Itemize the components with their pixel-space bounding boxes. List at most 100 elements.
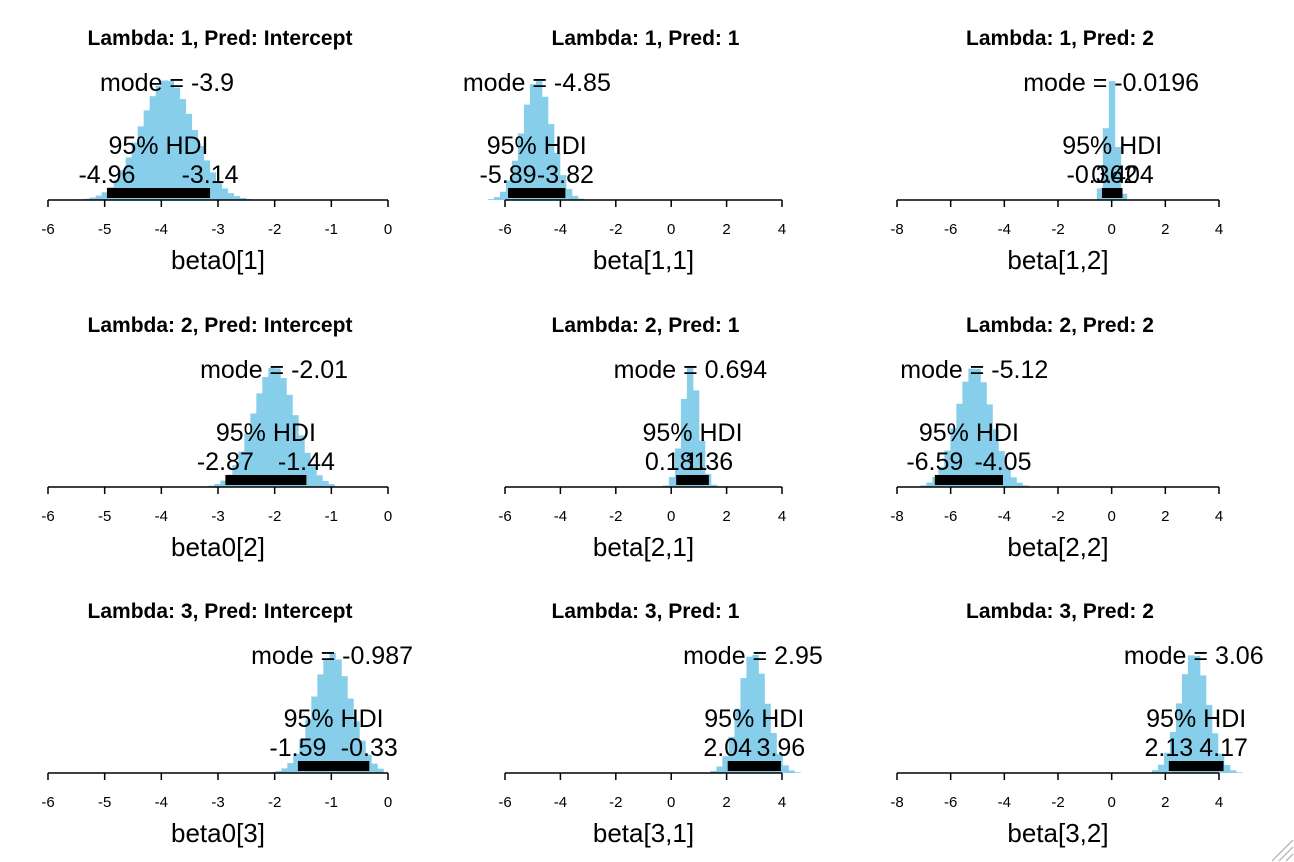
histogram-bar <box>292 415 299 487</box>
histogram <box>1096 81 1128 200</box>
x-tick-label: 4 <box>1215 508 1223 525</box>
x-tick-label: -4 <box>998 508 1011 525</box>
panel-2: Lambda: 1, Pred: 1 -6 -4 -2 0 2 4 beta[1,1] mode… <box>463 27 786 275</box>
histogram-bar <box>155 85 163 200</box>
histogram-bar <box>668 477 676 487</box>
histogram-bar <box>1096 188 1104 200</box>
histogram-bar <box>710 770 717 773</box>
panel-7: Lambda: 3, Pred: Intercept -6 -5 -4 -3 -2 -1 0 b… <box>41 600 413 848</box>
hdi-title: 95% HDI <box>284 705 384 733</box>
histogram-bar <box>353 721 360 773</box>
hdi-low-label: -0.362 <box>1067 161 1138 189</box>
histogram-bar <box>329 653 336 773</box>
x-tick-label: -2 <box>609 794 622 811</box>
panel-6: Lambda: 2, Pred: 2 -8 -6 -4 -2 0 2 4 beta[2,2] mo… <box>890 314 1223 562</box>
histogram-bar <box>680 398 688 487</box>
x-axis-label: beta0[3] <box>171 818 265 848</box>
x-tick-label: -2 <box>268 221 281 238</box>
x-axis-label: beta[3,1] <box>593 818 694 848</box>
histogram-bar <box>137 126 145 200</box>
histogram-bar <box>119 169 127 200</box>
panel-4: Lambda: 2, Pred: Intercept -6 -5 -4 -3 -2 -1 0 b… <box>41 314 392 562</box>
x-tick-label: -6 <box>498 508 511 525</box>
histogram-bar <box>559 175 567 200</box>
histogram-bar <box>275 771 282 773</box>
panel-9: Lambda: 3, Pred: 2 -8 -6 -4 -2 0 2 4 beta[3,2] mo… <box>890 600 1263 848</box>
histogram-bar <box>517 133 525 200</box>
panel-3: Lambda: 1, Pred: 2 -8 -6 -4 -2 0 2 4 beta[1,2] mo… <box>890 27 1223 275</box>
histogram-bar <box>179 99 187 200</box>
hdi-low-label: -1.59 <box>269 734 326 762</box>
x-tick-label: -4 <box>554 794 567 811</box>
x-tick-label: -2 <box>609 221 622 238</box>
x-tick-label: 0 <box>384 221 392 238</box>
x-axis-label: beta[1,2] <box>1007 245 1108 275</box>
histogram-bar <box>262 377 269 487</box>
histogram-bar <box>998 451 1005 487</box>
histogram-bar <box>764 703 771 773</box>
histogram-bar <box>1151 770 1159 773</box>
hdi-title: 95% HDI <box>487 132 587 160</box>
histogram-bar <box>1187 655 1195 773</box>
histogram-bar <box>734 708 741 773</box>
histogram-bar <box>203 160 211 200</box>
histogram-bar <box>547 124 555 200</box>
panel-title: Lambda: 3, Pred: 1 <box>552 600 740 623</box>
x-tick-label: -5 <box>98 221 111 238</box>
hdi-high-label: 4.17 <box>1199 734 1248 762</box>
hdi-title: 95% HDI <box>919 419 1019 447</box>
histogram-bar <box>523 104 531 200</box>
histogram-bar <box>161 80 169 200</box>
panel-title: Lambda: 2, Pred: 2 <box>966 314 1154 337</box>
histogram-bar <box>986 404 993 487</box>
panel-title: Lambda: 2, Pred: 1 <box>552 314 740 337</box>
histogram-bar <box>553 152 561 200</box>
x-tick-label: -6 <box>41 508 54 525</box>
x-tick-label: -2 <box>1051 508 1064 525</box>
x-tick-label: -8 <box>890 508 903 525</box>
histogram-bar <box>341 676 348 773</box>
x-tick-label: 4 <box>778 508 786 525</box>
histogram-bar <box>335 659 342 773</box>
histogram-bar <box>728 736 735 773</box>
histogram-bar <box>722 756 729 773</box>
hdi-bar <box>508 188 566 198</box>
mode-label: mode = -0.987 <box>251 642 413 670</box>
histogram-bar <box>565 188 573 200</box>
hdi-high-label: 1.36 <box>685 448 734 476</box>
histogram-bar <box>250 413 257 487</box>
histogram-bar <box>758 673 765 773</box>
histogram-bar <box>674 448 682 487</box>
histogram-bar <box>274 368 281 487</box>
x-tick-label: -4 <box>155 508 168 525</box>
histogram-bar <box>214 483 221 487</box>
hdi-high-label: -3.82 <box>537 161 594 189</box>
x-tick-label: 4 <box>1215 794 1223 811</box>
histogram-bar <box>1205 704 1213 773</box>
histogram-bar <box>1175 703 1183 773</box>
hdi-bar <box>727 761 781 771</box>
panel-title: Lambda: 3, Pred: Intercept <box>88 600 353 623</box>
panel-title: Lambda: 3, Pred: 2 <box>966 600 1154 623</box>
histogram-bar <box>1193 655 1201 773</box>
resize-grip-icon[interactable] <box>1266 834 1294 862</box>
x-tick-label: 2 <box>722 794 730 811</box>
x-axis-label: beta[3,2] <box>1007 818 1108 848</box>
hdi-title: 95% HDI <box>108 132 208 160</box>
histogram-bar <box>377 768 384 773</box>
histogram-bar <box>692 390 700 487</box>
mode-label: mode = -0.0196 <box>1023 69 1199 97</box>
x-tick-label: -6 <box>41 221 54 238</box>
histogram-bar <box>956 403 963 487</box>
histogram-bar <box>316 475 323 487</box>
histogram-bar <box>287 763 294 773</box>
x-tick-label: 0 <box>1107 221 1115 238</box>
x-tick-label: 0 <box>667 794 675 811</box>
hdi-low-label: 0.181 <box>645 448 708 476</box>
hdi-title: 95% HDI <box>643 419 743 447</box>
x-tick-label: 0 <box>384 508 392 525</box>
x-axis-label: beta[2,1] <box>593 532 694 562</box>
histogram-bar <box>794 772 801 773</box>
histogram-bar <box>788 770 795 773</box>
histogram-bar <box>944 450 951 487</box>
